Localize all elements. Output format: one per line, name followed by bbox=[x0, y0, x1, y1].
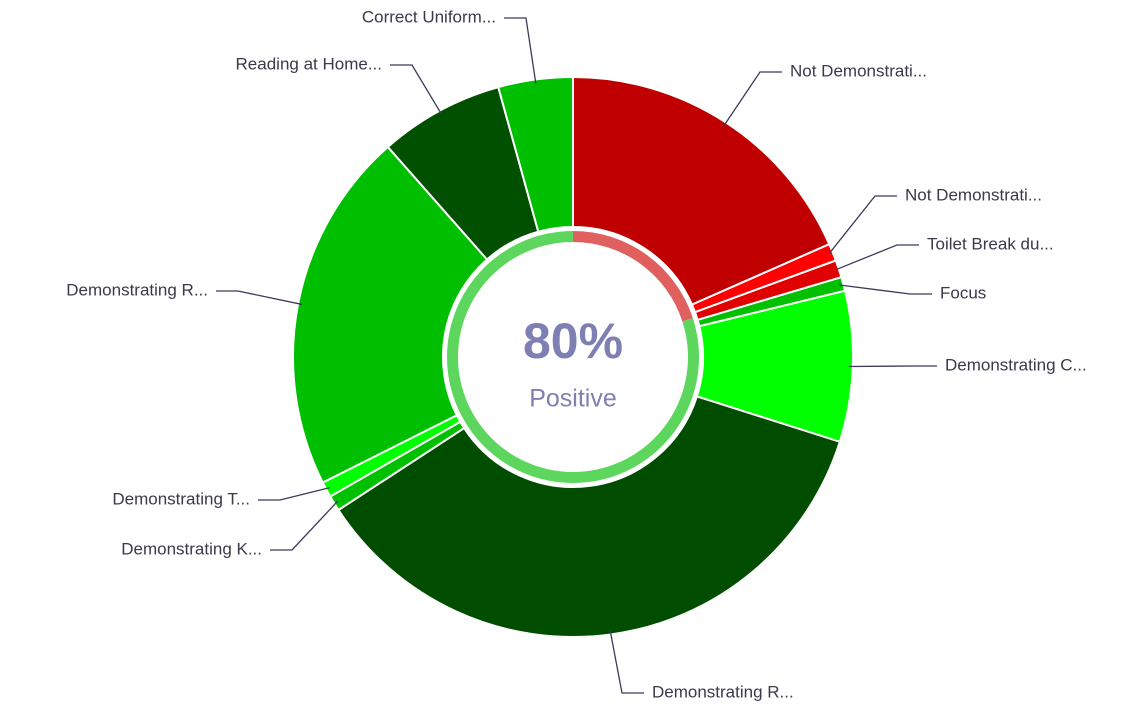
leader-line bbox=[390, 64, 443, 115]
slice bbox=[497, 75, 574, 233]
slice bbox=[572, 75, 831, 306]
slice-label: Not Demonstrati... bbox=[905, 185, 1042, 204]
slice bbox=[292, 145, 489, 484]
ring-negative bbox=[573, 231, 693, 322]
leader-line bbox=[270, 500, 339, 551]
leader-line bbox=[834, 244, 919, 271]
slice-label: Demonstrating K... bbox=[121, 539, 262, 558]
slice-label: Toilet Break du... bbox=[927, 234, 1054, 253]
slice-label: Demonstrating R... bbox=[66, 280, 208, 299]
leader-line bbox=[723, 71, 782, 127]
slice-label: Correct Uniform... bbox=[362, 7, 496, 26]
slice-label: Demonstrating R... bbox=[652, 682, 794, 701]
slice-label: Demonstrating C... bbox=[945, 355, 1087, 374]
slice bbox=[337, 395, 842, 638]
leader-line bbox=[216, 290, 303, 306]
center-value: 80% bbox=[523, 313, 623, 369]
leader-line bbox=[258, 487, 331, 501]
leader-line bbox=[848, 365, 937, 368]
leader-line bbox=[609, 630, 644, 694]
center-label: Positive bbox=[529, 385, 617, 413]
slice-label: Not Demonstrati... bbox=[790, 61, 927, 80]
leader-line bbox=[839, 284, 932, 295]
leader-line bbox=[828, 195, 897, 255]
slice-label: Demonstrating T... bbox=[112, 489, 250, 508]
leader-line bbox=[504, 17, 537, 84]
slice-label: Focus bbox=[940, 283, 986, 302]
slice-label: Reading at Home... bbox=[236, 54, 382, 73]
